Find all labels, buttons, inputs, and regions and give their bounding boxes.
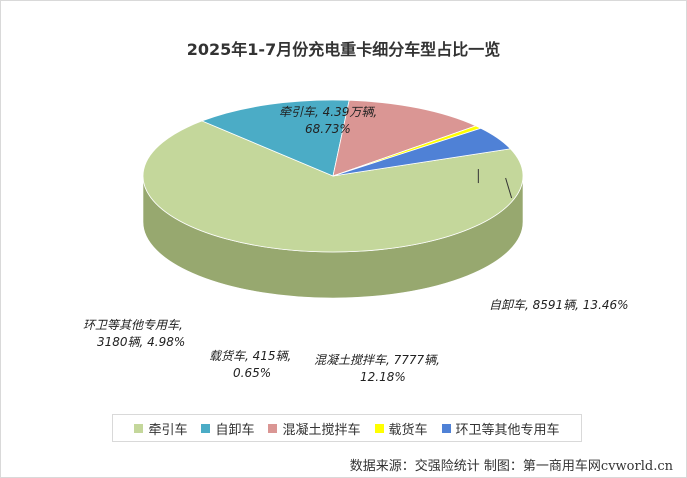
legend-label-sanitation: 环卫等其他专用车 bbox=[455, 422, 560, 438]
data-label-cargo-line1: 载货车, 415辆, bbox=[209, 349, 292, 363]
source-text: 数据来源：交强险统计 制图：第一商用车网cvworld.cn bbox=[349, 459, 673, 474]
legend: 牵引车 自卸车 混凝土搅拌车 载货车 环卫等其他专用车 bbox=[112, 414, 582, 442]
data-label-sanitation: 环卫等其他专用车, 3180辆, 4.98% bbox=[83, 317, 185, 351]
data-label-cargo: 载货车, 415辆, 0.65% bbox=[209, 348, 291, 382]
pie-slice-mixer bbox=[332, 99, 477, 177]
data-label-sanitation-line1: 环卫等其他专用车, bbox=[83, 318, 183, 332]
chart-title: 2025年1-7月份充电重卡细分车型占比一览 bbox=[186, 40, 501, 59]
leader-line-sanitation bbox=[505, 177, 513, 199]
pie-slice-sanitation bbox=[332, 127, 512, 177]
data-label-traction-line1: 牵引车, 4.39万辆, bbox=[279, 105, 378, 119]
legend-item-cargo: 载货车 bbox=[374, 419, 428, 438]
legend-label-mixer: 混凝土搅拌车 bbox=[282, 422, 361, 438]
legend-swatch-traction bbox=[134, 423, 144, 433]
legend-swatch-mixer bbox=[268, 423, 278, 433]
legend-item-dump: 自卸车 bbox=[201, 419, 254, 438]
legend-swatch-cargo bbox=[374, 423, 384, 433]
pie-slice-dump bbox=[200, 99, 350, 177]
data-label-dump: 自卸车, 8591辆, 13.46% bbox=[489, 297, 629, 314]
pie-tops bbox=[142, 99, 524, 253]
legend-label-dump: 自卸车 bbox=[215, 422, 255, 438]
data-label-mixer-line1: 混凝土搅拌车, 7777辆, bbox=[314, 353, 440, 367]
pie-slice-traction bbox=[142, 120, 524, 253]
data-label-sanitation-line2: 3180辆, 4.98% bbox=[97, 335, 186, 349]
legend-item-sanitation: 环卫等其他专用车 bbox=[441, 419, 560, 438]
data-label-traction: 牵引车, 4.39万辆, 68.73% bbox=[279, 104, 377, 138]
legend-label-traction: 牵引车 bbox=[148, 422, 188, 438]
data-label-dump-line1: 自卸车, 8591辆, 13.46% bbox=[489, 298, 629, 312]
legend-swatch-sanitation bbox=[441, 423, 451, 433]
legend-label-cargo: 载货车 bbox=[388, 422, 428, 438]
legend-item-traction: 牵引车 bbox=[134, 419, 187, 438]
data-label-mixer-line2: 12.18% bbox=[360, 370, 406, 384]
data-label-mixer: 混凝土搅拌车, 7777辆, 12.18% bbox=[314, 352, 440, 386]
data-label-cargo-line2: 0.65% bbox=[233, 366, 272, 380]
data-label-traction-line2: 68.73% bbox=[305, 122, 351, 136]
legend-item-mixer: 混凝土搅拌车 bbox=[268, 419, 361, 438]
legend-swatch-dump bbox=[201, 423, 211, 433]
